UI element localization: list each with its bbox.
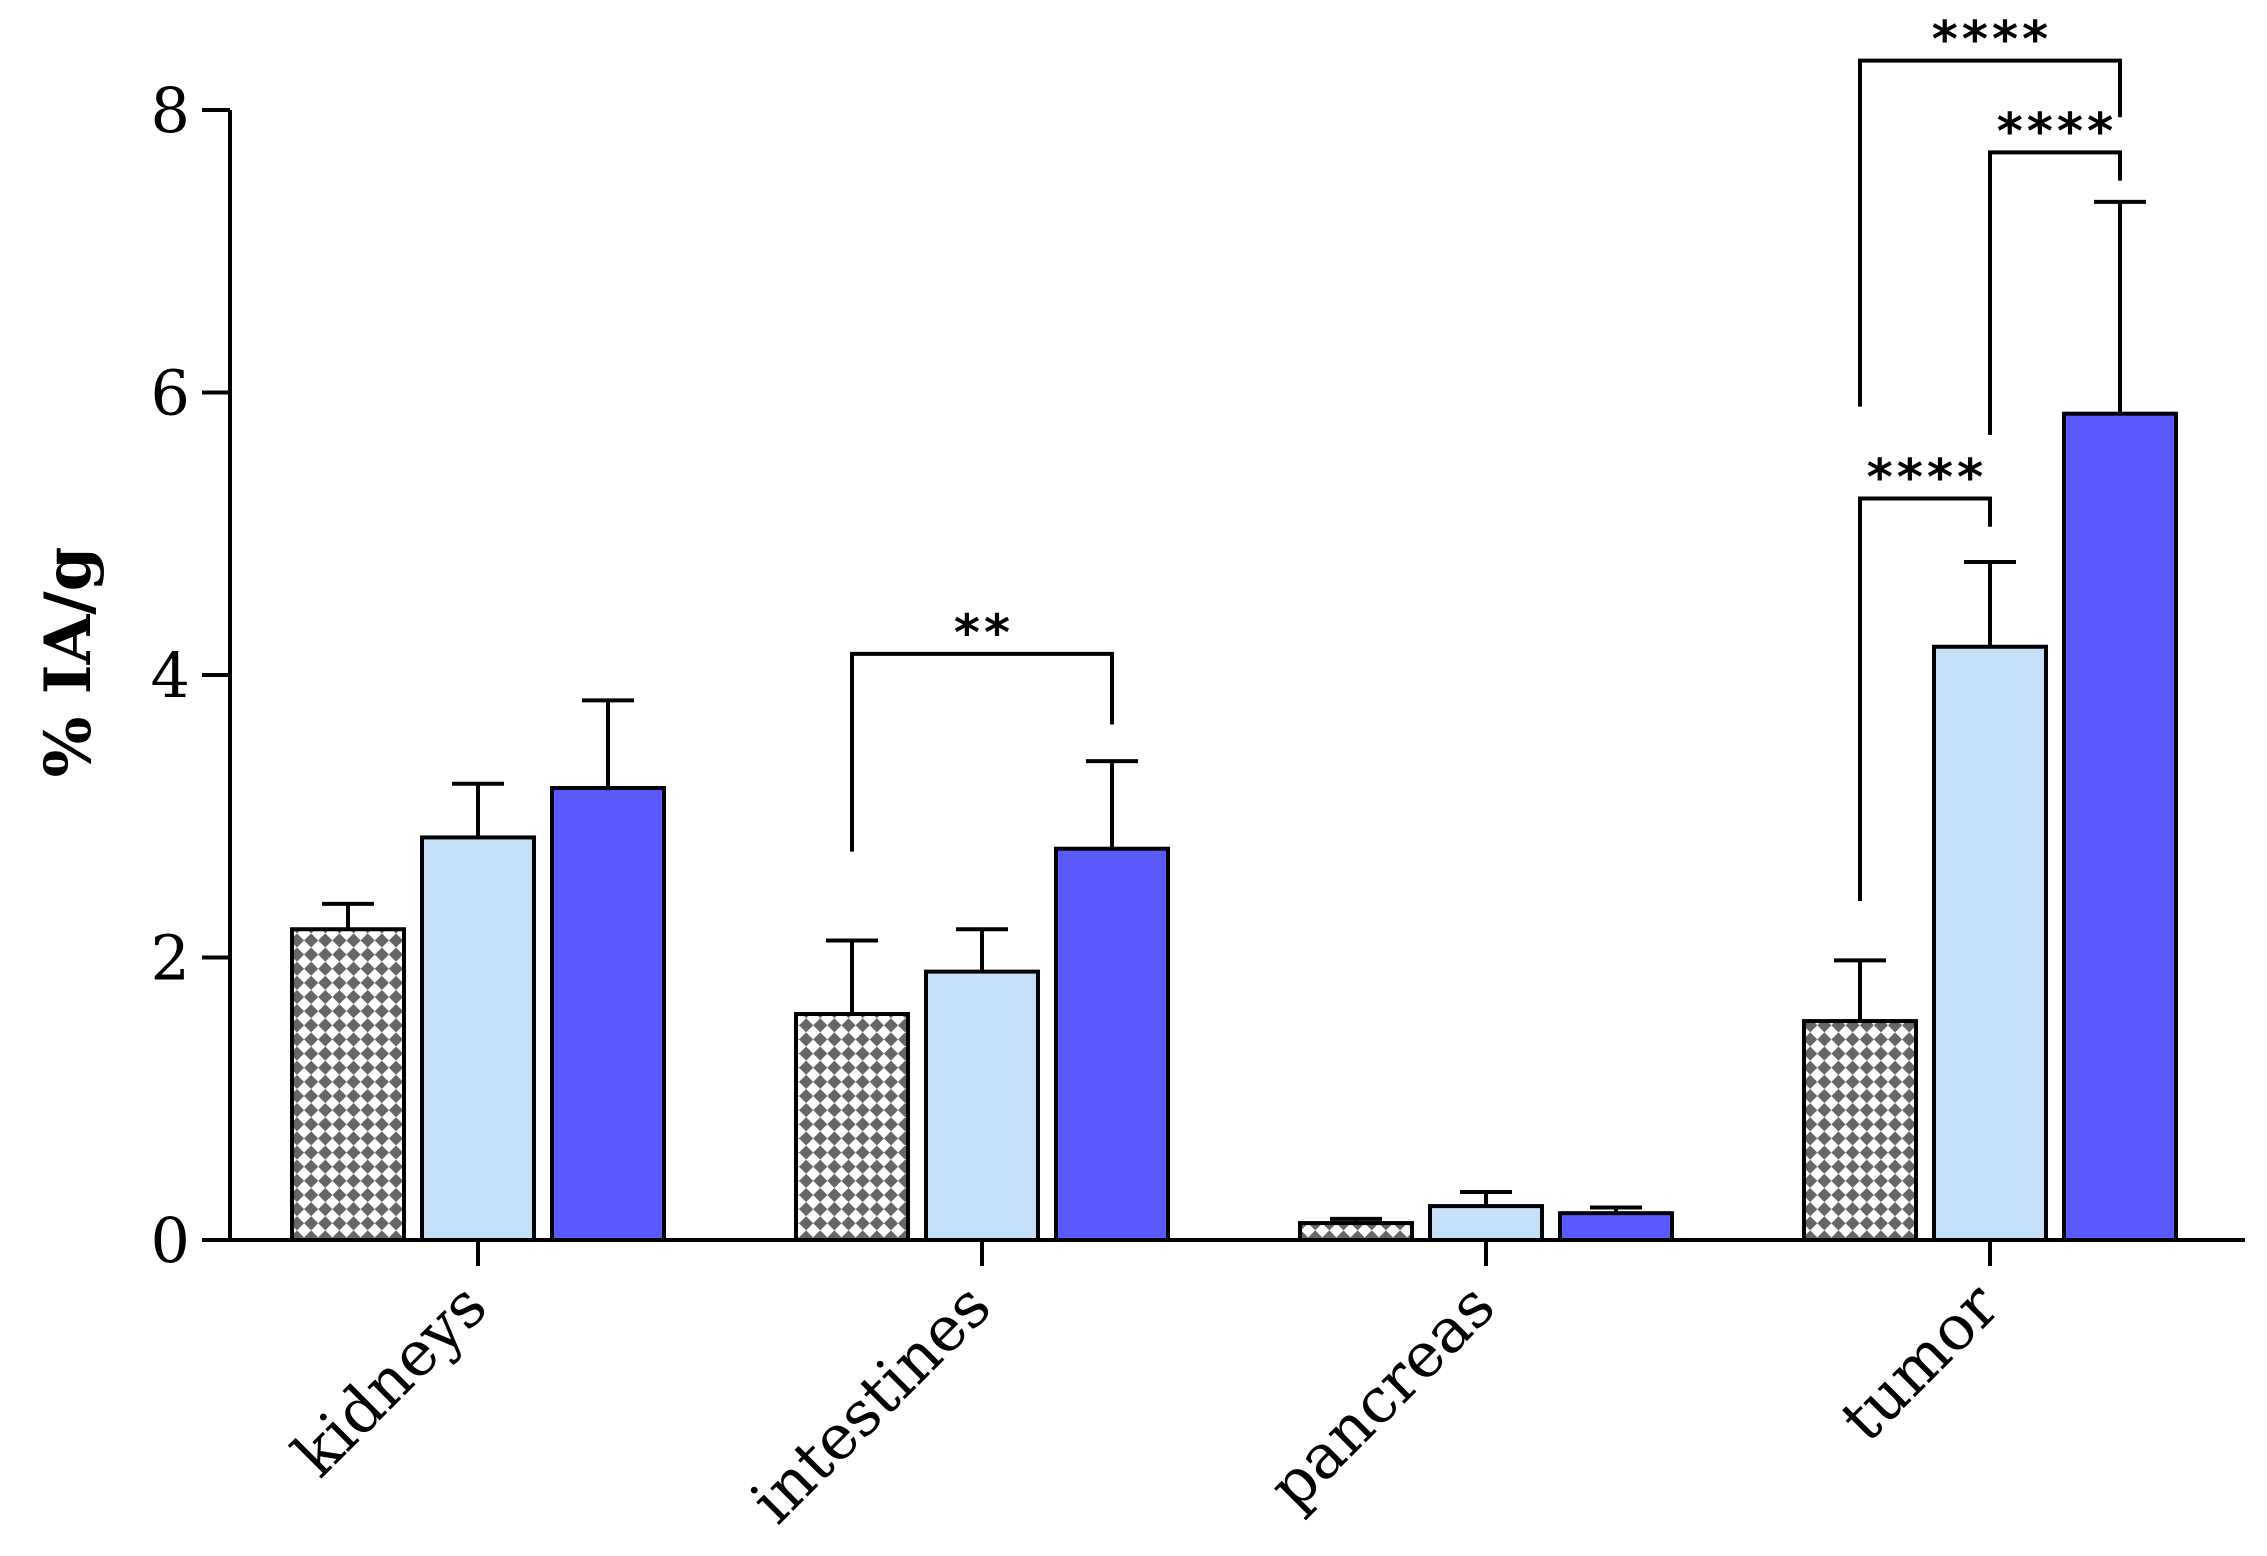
- significance-bracket: [1858, 58, 2122, 407]
- bars-group: [290, 411, 2178, 1243]
- y-axis: 0 2 4 6 8: [151, 74, 232, 1277]
- significance-label: ****: [1865, 448, 1985, 506]
- bar-pancreas-series-2: [1428, 1204, 1544, 1242]
- x-axis: kidneys intestines pancreas tumor: [230, 1238, 2245, 1537]
- bar-intestines-series-3: [1054, 846, 1170, 1242]
- bar-kidneys-series-1: [290, 927, 406, 1242]
- significance-label: ****: [1995, 102, 2115, 160]
- bar-pancreas-series-1: [1298, 1221, 1414, 1243]
- y-tick-label: 0: [151, 1204, 190, 1277]
- y-axis-label: % IA/g: [31, 547, 106, 778]
- category-label-tumor: tumor: [1826, 1269, 2013, 1456]
- bar-intestines-series-1: [794, 1012, 910, 1242]
- significance-bracket: [1988, 150, 2122, 435]
- bar-kidneys-series-2: [420, 835, 536, 1242]
- bar-kidneys-series-3: [550, 786, 666, 1242]
- significance-label: **: [952, 604, 1012, 662]
- significance-label: ****: [1930, 11, 2050, 69]
- significance-bracket: [1858, 496, 1992, 901]
- y-tick-label: 4: [151, 639, 190, 712]
- error-bars-group: [322, 199, 2146, 1224]
- bar-intestines-series-2: [924, 969, 1040, 1242]
- bar-tumor-series-2: [1932, 644, 2048, 1242]
- y-tick-label: 6: [151, 357, 190, 430]
- significance-group: **************: [850, 11, 2122, 901]
- bar-pancreas-series-3: [1558, 1211, 1674, 1242]
- category-label-pancreas: pancreas: [1254, 1269, 1508, 1523]
- y-tick-label: 8: [151, 74, 190, 147]
- y-tick-label: 2: [151, 922, 190, 995]
- category-label-intestines: intestines: [736, 1269, 1004, 1537]
- bar-tumor-series-1: [1802, 1019, 1918, 1242]
- significance-bracket: [850, 651, 1114, 852]
- category-label-kidneys: kidneys: [279, 1269, 501, 1491]
- bar-tumor-series-3: [2062, 411, 2178, 1242]
